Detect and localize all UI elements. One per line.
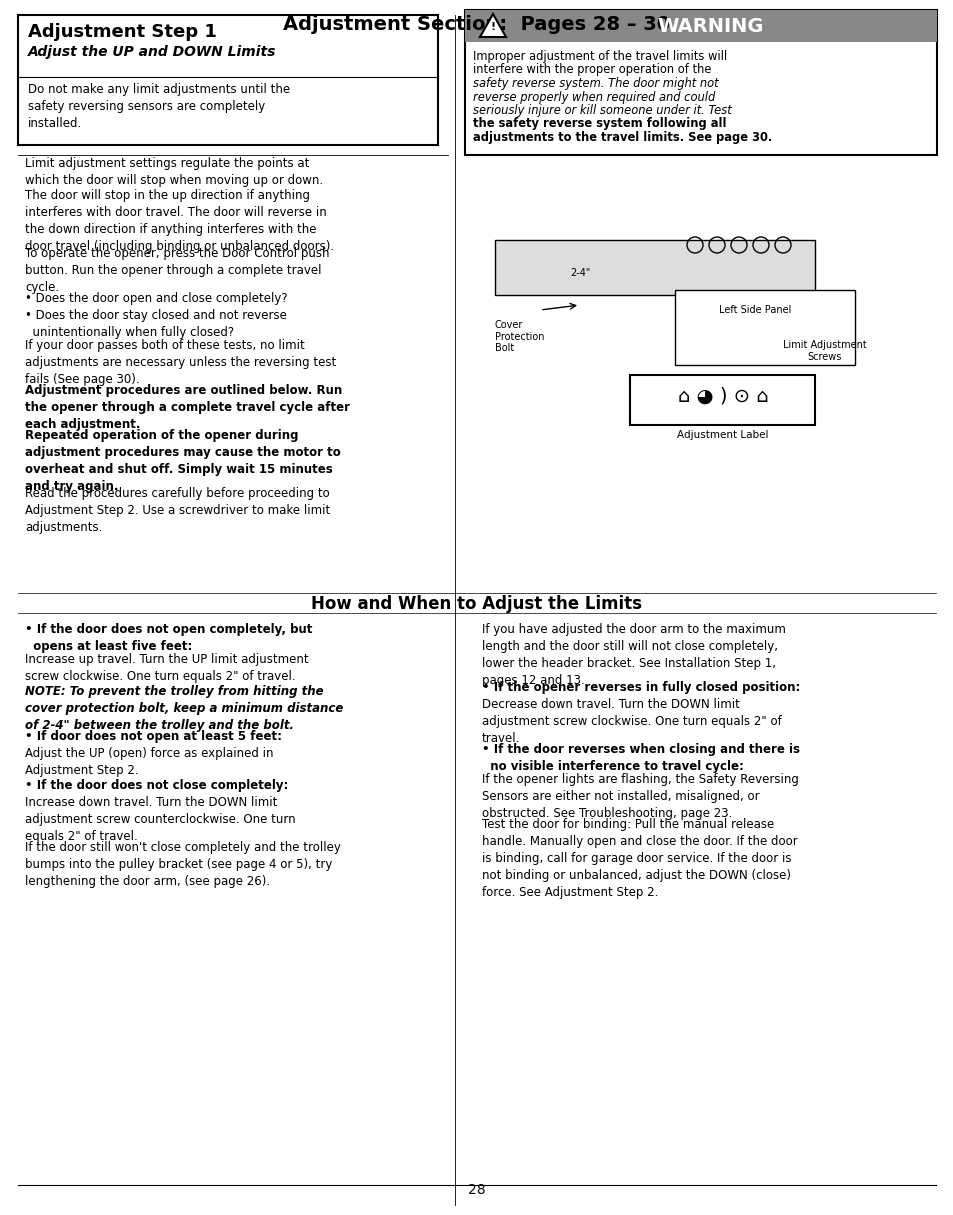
Text: Increase down travel. Turn the DOWN limit
adjustment screw counterclockwise. One: Increase down travel. Turn the DOWN limi…: [25, 796, 295, 843]
Text: Increase up travel. Turn the UP limit adjustment
screw clockwise. One turn equal: Increase up travel. Turn the UP limit ad…: [25, 652, 309, 683]
Text: If the opener lights are flashing, the Safety Reversing
Sensors are either not i: If the opener lights are flashing, the S…: [481, 773, 798, 820]
Text: !: !: [490, 22, 495, 32]
Text: seriously injure or kill someone under it. Test: seriously injure or kill someone under i…: [473, 104, 731, 117]
FancyBboxPatch shape: [464, 10, 936, 156]
Text: Adjustment Step 1: Adjustment Step 1: [28, 23, 216, 41]
Text: • If the door does not open completely, but
  opens at least five feet:: • If the door does not open completely, …: [25, 623, 312, 652]
Text: Adjustment Label: Adjustment Label: [677, 430, 768, 440]
Text: • Does the door stay closed and not reverse
  unintentionally when fully closed?: • Does the door stay closed and not reve…: [25, 309, 287, 339]
Text: reverse properly when required and could: reverse properly when required and could: [473, 90, 715, 103]
Text: If you have adjusted the door arm to the maximum
length and the door still will : If you have adjusted the door arm to the…: [481, 623, 785, 686]
Text: Left Side Panel: Left Side Panel: [718, 305, 790, 315]
Text: To operate the opener, press the Door Control push
button. Run the opener throug: To operate the opener, press the Door Co…: [25, 247, 329, 294]
Text: • If the door does not close completely:: • If the door does not close completely:: [25, 779, 288, 792]
Text: Test the door for binding: Pull the manual release
handle. Manually open and clo: Test the door for binding: Pull the manu…: [481, 818, 797, 899]
Bar: [495, 241, 814, 295]
Text: Adjustment Section:  Pages 28 – 30: Adjustment Section: Pages 28 – 30: [283, 15, 670, 34]
Text: Adjust the UP and DOWN Limits: Adjust the UP and DOWN Limits: [28, 45, 276, 60]
Text: If your door passes both of these tests, no limit
adjustments are necessary unle: If your door passes both of these tests,…: [25, 339, 335, 386]
FancyBboxPatch shape: [18, 15, 437, 145]
Text: If the door still won't close completely and the trolley
bumps into the pulley b: If the door still won't close completely…: [25, 841, 340, 888]
Text: Do not make any limit adjustments until the
safety reversing sensors are complet: Do not make any limit adjustments until …: [28, 83, 290, 130]
Text: 28: 28: [468, 1183, 485, 1197]
Text: WARNING: WARNING: [657, 17, 763, 35]
Text: safety reverse system. The door might not: safety reverse system. The door might no…: [473, 77, 718, 90]
Text: interfere with the proper operation of the: interfere with the proper operation of t…: [473, 63, 711, 77]
Text: Decrease down travel. Turn the DOWN limit
adjustment screw clockwise. One turn e: Decrease down travel. Turn the DOWN limi…: [481, 697, 781, 745]
Text: Adjustment procedures are outlined below. Run
the opener through a complete trav: Adjustment procedures are outlined below…: [25, 384, 350, 431]
Text: NOTE: To prevent the trolley from hitting the
cover protection bolt, keep a mini: NOTE: To prevent the trolley from hittin…: [25, 685, 343, 731]
Text: Repeated operation of the opener during
adjustment procedures may cause the moto: Repeated operation of the opener during …: [25, 429, 340, 493]
Text: • If the door reverses when closing and there is
  no visible interference to tr: • If the door reverses when closing and …: [481, 744, 800, 773]
Bar: [629, 375, 814, 425]
Text: 2-4": 2-4": [569, 269, 590, 278]
Text: • If door does not open at least 5 feet:: • If door does not open at least 5 feet:: [25, 730, 282, 744]
Text: the safety reverse system following all: the safety reverse system following all: [473, 118, 726, 130]
Text: How and When to Adjust the Limits: How and When to Adjust the Limits: [312, 595, 641, 614]
Text: adjustments to the travel limits. See page 30.: adjustments to the travel limits. See pa…: [473, 131, 771, 145]
Text: ⌂ ◕ ) ⊙ ⌂: ⌂ ◕ ) ⊙ ⌂: [677, 388, 767, 406]
Text: • Does the door open and close completely?: • Does the door open and close completel…: [25, 292, 287, 305]
FancyBboxPatch shape: [464, 10, 936, 43]
Text: • If the opener reverses in fully closed position:: • If the opener reverses in fully closed…: [481, 680, 800, 694]
Text: Cover
Protection
Bolt: Cover Protection Bolt: [495, 320, 544, 354]
Text: Adjust the UP (open) force as explained in
Adjustment Step 2.: Adjust the UP (open) force as explained …: [25, 747, 274, 778]
Text: Read the procedures carefully before proceeding to
Adjustment Step 2. Use a scre: Read the procedures carefully before pro…: [25, 487, 330, 535]
Text: The door will stop in the up direction if anything
interferes with door travel. : The door will stop in the up direction i…: [25, 190, 334, 253]
Bar: [675, 290, 854, 364]
Text: Improper adjustment of the travel limits will: Improper adjustment of the travel limits…: [473, 50, 726, 63]
Text: Limit adjustment settings regulate the points at
which the door will stop when m: Limit adjustment settings regulate the p…: [25, 157, 323, 187]
Polygon shape: [479, 15, 505, 36]
Text: Limit Adjustment
Screws: Limit Adjustment Screws: [782, 340, 866, 362]
